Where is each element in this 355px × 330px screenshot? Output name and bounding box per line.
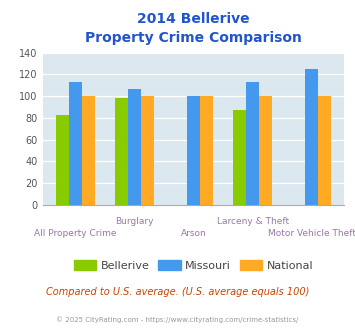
Text: © 2025 CityRating.com - https://www.cityrating.com/crime-statistics/: © 2025 CityRating.com - https://www.city…	[56, 317, 299, 323]
Bar	[318, 96, 331, 205]
Text: All Property Crime: All Property Crime	[34, 229, 116, 238]
Text: Burglary: Burglary	[115, 217, 154, 226]
Bar	[305, 69, 318, 205]
Legend: Bellerive, Missouri, National: Bellerive, Missouri, National	[70, 256, 317, 275]
Bar	[141, 96, 154, 205]
Title: 2014 Bellerive
Property Crime Comparison: 2014 Bellerive Property Crime Comparison	[85, 12, 302, 45]
Bar	[246, 82, 259, 205]
Text: Motor Vehicle Theft: Motor Vehicle Theft	[268, 229, 355, 238]
Bar	[82, 96, 95, 205]
Bar	[56, 115, 69, 205]
Bar	[69, 82, 82, 205]
Text: Arson: Arson	[181, 229, 206, 238]
Bar	[187, 96, 200, 205]
Bar	[115, 98, 128, 205]
Bar	[128, 88, 141, 205]
Bar	[233, 110, 246, 205]
Text: Compared to U.S. average. (U.S. average equals 100): Compared to U.S. average. (U.S. average …	[46, 287, 309, 297]
Bar	[259, 96, 272, 205]
Text: Larceny & Theft: Larceny & Theft	[217, 217, 289, 226]
Bar	[200, 96, 213, 205]
